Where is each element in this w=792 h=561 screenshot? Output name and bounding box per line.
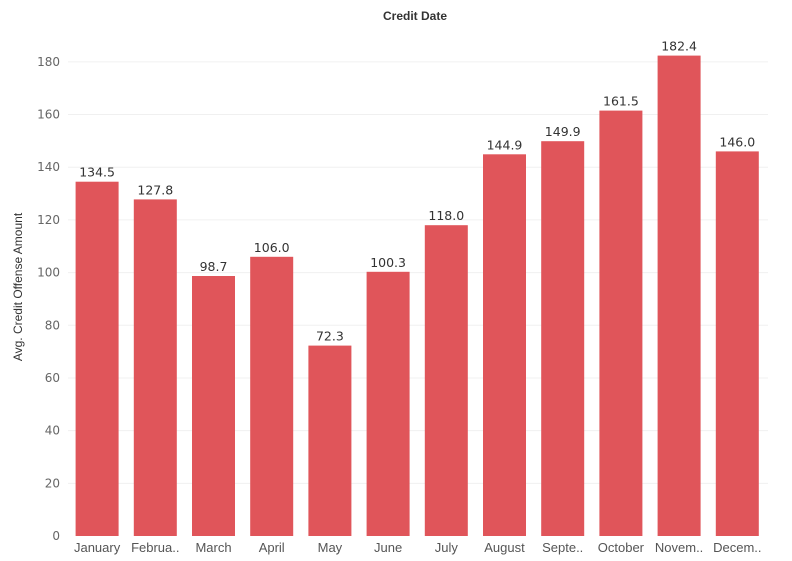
- x-tick-label: August: [484, 540, 525, 555]
- chart-title: Credit Date: [383, 9, 447, 23]
- bar-april: [250, 256, 294, 536]
- data-label: 98.7: [200, 259, 228, 274]
- y-tick-label: 80: [45, 318, 60, 332]
- x-tick-label: May: [318, 540, 343, 555]
- y-axis-label: Avg. Credit Offense Amount: [11, 212, 25, 361]
- x-tick-label: October: [598, 540, 645, 555]
- x-tick-label: Februa..: [131, 540, 179, 555]
- x-tick-label: July: [435, 540, 459, 555]
- bars: [75, 55, 759, 537]
- data-label: 106.0: [254, 240, 290, 255]
- x-axis-ticks: January Februa.. March April May June July Augu…: [74, 540, 762, 555]
- x-tick-label: March: [195, 540, 231, 555]
- data-label: 118.0: [428, 208, 464, 223]
- bar-march: [192, 276, 235, 536]
- data-labels: 134.5 127.8 98.7 106.0 72.3 100.3 118.0 144.9 14…: [79, 39, 755, 344]
- x-tick-label: April: [259, 540, 285, 555]
- bar-september: [541, 141, 585, 536]
- y-tick-label: 160: [37, 108, 60, 122]
- y-tick-label: 20: [45, 476, 60, 490]
- data-label: 146.0: [719, 134, 755, 149]
- data-label: 72.3: [316, 329, 344, 344]
- y-axis-ticks: 0 20 40 60 80 100 120 140 160 180: [37, 55, 60, 543]
- data-label: 149.9: [545, 124, 581, 139]
- bar-january: [75, 181, 119, 536]
- x-tick-label: Decem..: [713, 540, 761, 555]
- data-label: 161.5: [603, 94, 639, 109]
- y-tick-label: 40: [45, 424, 60, 438]
- bar-december: [715, 151, 759, 536]
- x-tick-label: Novem..: [655, 540, 703, 555]
- y-tick-label: 0: [52, 529, 60, 543]
- data-label: 127.8: [137, 182, 173, 197]
- y-tick-label: 120: [37, 213, 60, 227]
- x-tick-label: Septe..: [542, 540, 583, 555]
- bar-november: [657, 55, 701, 536]
- y-tick-label: 180: [37, 55, 60, 69]
- bar-october: [599, 110, 643, 536]
- bar-may: [308, 345, 352, 536]
- bar-august: [483, 154, 526, 537]
- data-label: 134.5: [79, 165, 115, 180]
- data-label: 182.4: [661, 39, 697, 54]
- data-label: 100.3: [370, 255, 406, 270]
- gridlines: [68, 61, 768, 484]
- y-tick-label: 100: [37, 266, 60, 280]
- y-tick-label: 140: [37, 160, 60, 174]
- bar-july: [424, 225, 468, 536]
- x-tick-label: January: [74, 540, 121, 555]
- x-tick-label: June: [374, 540, 402, 555]
- data-label: 144.9: [487, 137, 523, 152]
- y-tick-label: 60: [45, 371, 60, 385]
- bar-june: [366, 271, 410, 536]
- bar-february: [133, 199, 177, 536]
